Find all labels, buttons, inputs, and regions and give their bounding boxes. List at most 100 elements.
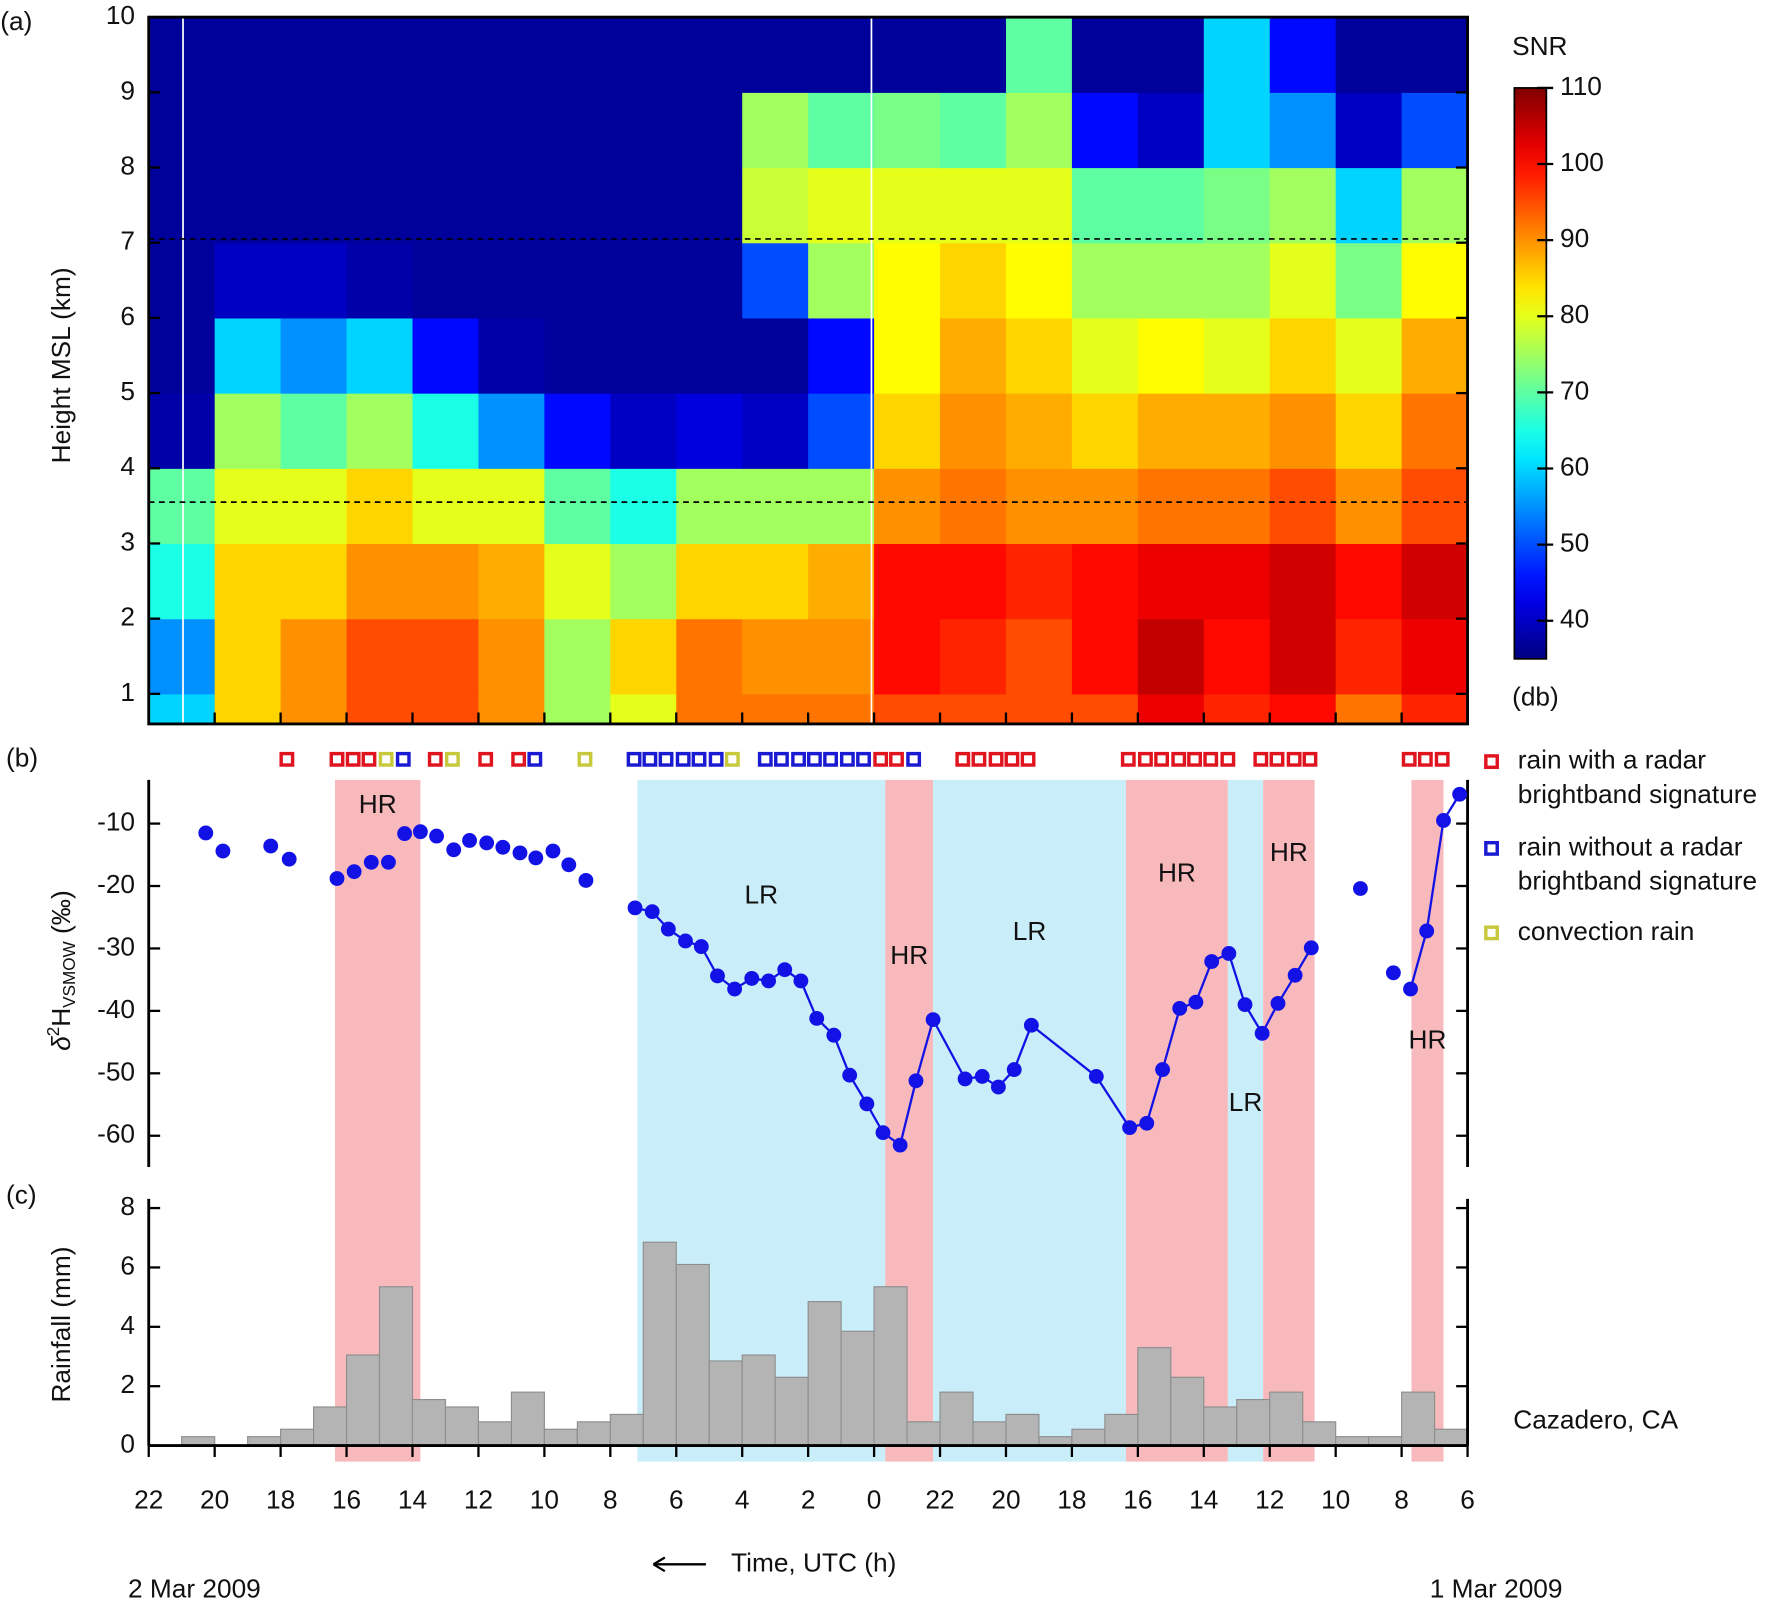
- heat-cell: [742, 242, 809, 319]
- heat-cell: [1401, 92, 1469, 169]
- heat-cell: [478, 618, 545, 695]
- point: [1188, 994, 1204, 1010]
- heat-cell: [280, 317, 348, 394]
- heat-cell: [214, 242, 282, 319]
- heat-cell: [1335, 167, 1403, 244]
- heat-cell: [610, 92, 677, 169]
- bar: [280, 1428, 315, 1447]
- heat-cell: [1335, 92, 1403, 169]
- bar: [444, 1406, 480, 1447]
- heat-cell: [1071, 242, 1139, 319]
- rain-type-marker: [724, 751, 740, 767]
- x-tick-label: 22: [925, 1484, 954, 1514]
- heat-cell: [280, 92, 348, 169]
- heat-cell: [940, 393, 1007, 469]
- date-right: 1 Mar 2009: [1430, 1574, 1563, 1604]
- heat-cell: [1203, 92, 1271, 169]
- x-tick-label: 14: [1189, 1484, 1218, 1514]
- rain-type-marker: [345, 751, 361, 767]
- rain-type-marker: [1302, 751, 1318, 767]
- heat-cell: [742, 393, 809, 469]
- point: [412, 824, 428, 840]
- heat-cell: [1335, 543, 1403, 620]
- heat-cell: [1071, 618, 1139, 695]
- heat-cell: [1269, 17, 1337, 93]
- heat-cell: [1335, 693, 1403, 725]
- rain-type-marker: [527, 751, 543, 767]
- heat-cell: [676, 468, 743, 545]
- x-tick-label: 8: [603, 1484, 618, 1514]
- bar: [609, 1413, 644, 1447]
- heat-cell: [148, 167, 216, 244]
- heat-cell: [1203, 17, 1271, 93]
- rain-type-marker: [395, 751, 411, 767]
- bar: [313, 1406, 348, 1447]
- heat-cell: [940, 317, 1007, 394]
- span-label: LR: [745, 879, 779, 909]
- heat-cell: [412, 242, 480, 319]
- heat-cell: [610, 468, 677, 545]
- line: [1409, 793, 1461, 990]
- rain-type-marker: [1220, 751, 1236, 767]
- y-axis-label-part: VSMOW: [59, 940, 78, 1007]
- y-tick-label: -20: [97, 869, 135, 899]
- heat-cell: [874, 693, 941, 725]
- heat-cell: [1005, 543, 1073, 620]
- point: [363, 854, 379, 870]
- rain-type-marker: [427, 751, 443, 767]
- y-tick-label: 7: [120, 226, 135, 256]
- heat-cell: [478, 242, 545, 319]
- rain-type-marker: [1004, 751, 1020, 767]
- heat-cell: [1269, 242, 1337, 319]
- heat-cell: [742, 693, 809, 725]
- rain-type-marker: [1154, 751, 1170, 767]
- point: [578, 872, 594, 888]
- rain-type-marker: [691, 751, 707, 767]
- heat-cell: [1269, 167, 1337, 244]
- heat-cell: [676, 92, 743, 169]
- heat-cell: [1071, 167, 1139, 244]
- point: [1270, 995, 1286, 1011]
- heat-cell: [1203, 543, 1271, 620]
- y-axis-label: Height MSL (km): [46, 267, 76, 463]
- heat-cell: [1203, 468, 1271, 545]
- heat-cell: [544, 17, 611, 93]
- heat-cell: [412, 468, 480, 545]
- point: [561, 857, 577, 873]
- rain-type-marker: [1187, 751, 1202, 767]
- y-axis-label: Rainfall (mm): [46, 1247, 76, 1403]
- heat-cell: [478, 543, 545, 620]
- heat-cell: [214, 618, 282, 695]
- heat-cell: [214, 92, 282, 169]
- heat-cell: [610, 242, 677, 319]
- x-tick-label: 22: [134, 1484, 163, 1514]
- heat-cell: [1137, 167, 1205, 244]
- bar: [906, 1421, 941, 1447]
- bar: [1137, 1347, 1172, 1447]
- rain-type-marker: [511, 751, 527, 767]
- heat-cell: [676, 693, 743, 725]
- heat-cell: [1401, 543, 1469, 620]
- span-label: HR: [890, 940, 928, 970]
- heat-cell: [412, 92, 480, 169]
- rain-type-marker: [889, 751, 904, 767]
- heat-cell: [874, 17, 941, 93]
- heat-cell: [1335, 618, 1403, 695]
- bar: [1236, 1398, 1271, 1447]
- heat-cell: [1203, 618, 1271, 695]
- point: [1006, 1062, 1022, 1077]
- heat-cell: [940, 242, 1007, 319]
- x-tick-label: 20: [991, 1484, 1020, 1514]
- heat-cell: [1071, 468, 1139, 545]
- heat-cell: [1401, 242, 1469, 319]
- x-tick-label: 18: [1057, 1484, 1086, 1514]
- point: [990, 1079, 1006, 1095]
- rain-type-marker: [642, 751, 658, 767]
- heat-cell: [676, 393, 743, 469]
- heat-cell: [280, 468, 348, 545]
- heat-cell: [346, 618, 414, 695]
- heat-cell: [676, 17, 743, 93]
- heat-cell: [1401, 693, 1469, 725]
- y-axis-label-part: δ: [46, 1036, 76, 1051]
